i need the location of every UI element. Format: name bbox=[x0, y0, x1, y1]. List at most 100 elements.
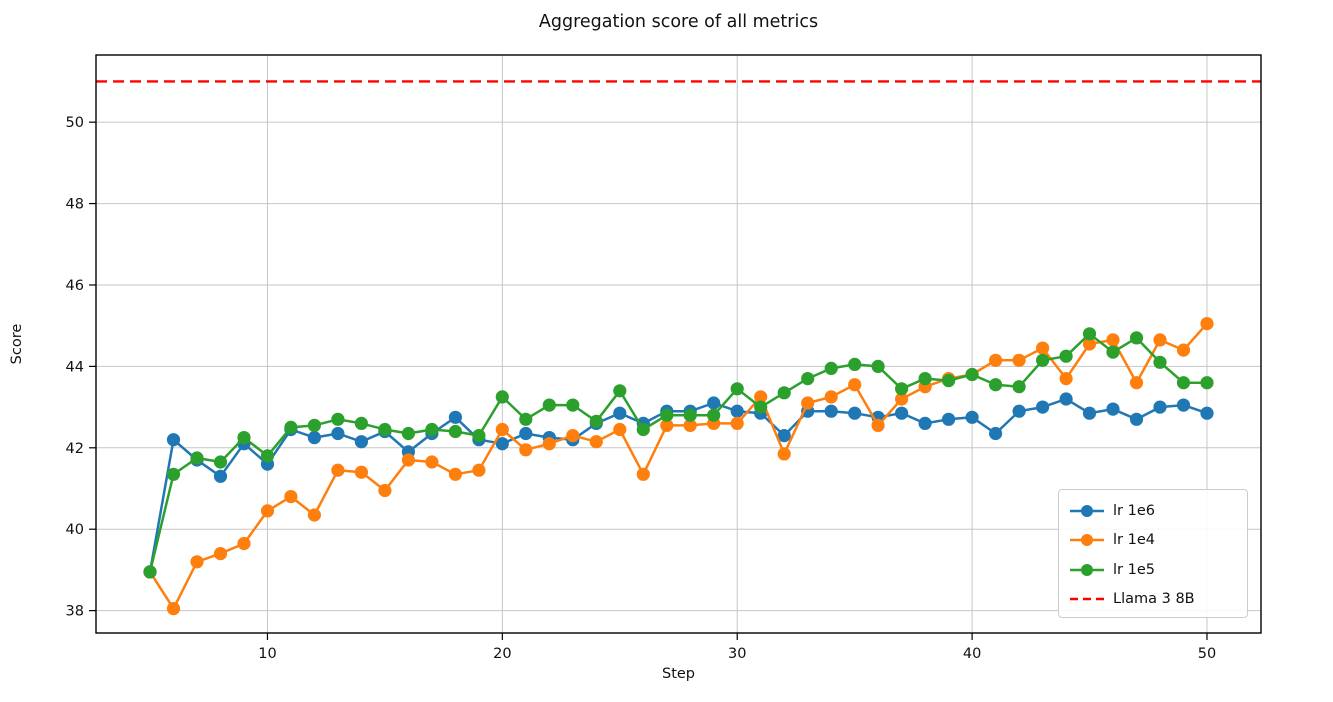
marker-lr-1e5 bbox=[1106, 345, 1120, 359]
marker-lr-1e6 bbox=[1200, 406, 1214, 420]
legend-line-marker-icon bbox=[1070, 534, 1104, 547]
marker-lr-1e6 bbox=[354, 435, 368, 449]
marker-lr-1e5 bbox=[448, 424, 462, 439]
marker-lr-1e5 bbox=[895, 382, 909, 396]
marker-lr-1e5 bbox=[683, 408, 697, 422]
marker-lr-1e5 bbox=[190, 451, 204, 465]
legend-label: lr 1e4 bbox=[1113, 532, 1155, 549]
marker-lr-1e5 bbox=[213, 455, 228, 469]
marker-lr-1e4 bbox=[824, 390, 838, 404]
marker-lr-1e4 bbox=[1012, 353, 1026, 367]
y-tick-label: 46 bbox=[66, 278, 84, 294]
marker-lr-1e4 bbox=[378, 483, 392, 498]
marker-lr-1e6 bbox=[166, 433, 181, 447]
marker-lr-1e5 bbox=[143, 565, 157, 579]
marker-lr-1e4 bbox=[495, 422, 509, 437]
marker-lr-1e5 bbox=[754, 400, 768, 414]
marker-lr-1e5 bbox=[260, 449, 275, 463]
marker-lr-1e4 bbox=[801, 396, 815, 410]
marker-lr-1e4 bbox=[519, 443, 533, 457]
marker-lr-1e6 bbox=[824, 404, 838, 418]
marker-lr-1e5 bbox=[331, 412, 345, 426]
marker-lr-1e6 bbox=[848, 406, 862, 420]
marker-lr-1e6 bbox=[989, 426, 1003, 441]
legend-item-lr-1e4: lr 1e4 bbox=[1069, 526, 1247, 556]
y-tick-label: 40 bbox=[66, 522, 84, 538]
marker-lr-1e6 bbox=[613, 406, 627, 420]
y-tick-label: 50 bbox=[66, 115, 84, 131]
marker-lr-1e4 bbox=[848, 378, 862, 392]
x-tick-label: 50 bbox=[1198, 646, 1216, 662]
marker-lr-1e6 bbox=[213, 469, 228, 483]
marker-lr-1e6 bbox=[895, 406, 909, 420]
marker-lr-1e4 bbox=[190, 555, 204, 569]
marker-lr-1e4 bbox=[1059, 372, 1073, 386]
marker-lr-1e5 bbox=[1036, 353, 1050, 367]
y-tick-label: 48 bbox=[66, 197, 84, 213]
marker-lr-1e6 bbox=[307, 431, 321, 445]
marker-lr-1e5 bbox=[589, 414, 603, 428]
legend-item-lr-1e6: lr 1e6 bbox=[1069, 496, 1247, 526]
legend-item-llama-3-8b: Llama 3 8B bbox=[1069, 585, 1247, 615]
legend: lr 1e6 lr 1e4 lr 1e5 Llama 3 8B bbox=[1058, 489, 1248, 618]
marker-lr-1e4 bbox=[871, 418, 885, 432]
marker-lr-1e4 bbox=[542, 437, 556, 451]
marker-lr-1e6 bbox=[1106, 402, 1120, 416]
legend-dashed-line-icon bbox=[1070, 598, 1104, 601]
x-tick-label: 20 bbox=[493, 646, 511, 662]
marker-lr-1e4 bbox=[284, 490, 298, 504]
marker-lr-1e5 bbox=[871, 359, 885, 373]
marker-lr-1e4 bbox=[425, 455, 439, 469]
chart-title: Aggregation score of all metrics bbox=[538, 12, 819, 32]
marker-lr-1e5 bbox=[495, 390, 509, 404]
marker-lr-1e5 bbox=[824, 361, 838, 375]
marker-lr-1e5 bbox=[660, 408, 674, 422]
line-lr-1e5 bbox=[148, 332, 1207, 573]
legend-label: lr 1e5 bbox=[1113, 561, 1155, 578]
marker-lr-1e5 bbox=[378, 422, 392, 437]
x-tick-label: 30 bbox=[728, 646, 746, 662]
marker-lr-1e5 bbox=[942, 374, 956, 388]
marker-lr-1e4 bbox=[589, 435, 603, 449]
marker-lr-1e6 bbox=[1036, 400, 1050, 414]
marker-lr-1e4 bbox=[1200, 317, 1214, 331]
marker-lr-1e4 bbox=[660, 418, 674, 432]
marker-lr-1e5 bbox=[284, 420, 298, 434]
y-tick-label: 44 bbox=[66, 359, 84, 375]
marker-lr-1e4 bbox=[895, 392, 909, 406]
marker-lr-1e6 bbox=[707, 396, 721, 410]
marker-lr-1e5 bbox=[777, 386, 791, 400]
marker-lr-1e6 bbox=[1082, 406, 1097, 420]
marker-lr-1e4 bbox=[1082, 337, 1097, 351]
marker-lr-1e4 bbox=[777, 447, 791, 461]
x-tick-label: 10 bbox=[258, 646, 276, 662]
marker-lr-1e4 bbox=[1106, 333, 1120, 347]
marker-lr-1e6 bbox=[331, 426, 345, 441]
marker-lr-1e4 bbox=[636, 467, 650, 481]
x-axis-label: Step bbox=[661, 666, 695, 682]
marker-lr-1e5 bbox=[848, 357, 862, 371]
line-lr-1e6 bbox=[148, 397, 1208, 573]
marker-lr-1e5 bbox=[519, 412, 533, 426]
x-tick-label: 40 bbox=[963, 646, 981, 662]
marker-lr-1e6 bbox=[777, 429, 791, 443]
marker-lr-1e4 bbox=[354, 465, 368, 479]
marker-lr-1e6 bbox=[942, 412, 956, 426]
marker-lr-1e4 bbox=[613, 422, 627, 437]
y-tick-label: 42 bbox=[66, 441, 84, 457]
plot-border bbox=[95, 54, 1262, 634]
marker-lr-1e5 bbox=[1176, 376, 1191, 390]
marker-lr-1e4 bbox=[1153, 333, 1167, 347]
marker-lr-1e6 bbox=[1153, 400, 1167, 414]
marker-lr-1e5 bbox=[237, 431, 251, 445]
marker-lr-1e5 bbox=[1129, 331, 1144, 345]
marker-lr-1e6 bbox=[1129, 412, 1144, 426]
marker-lr-1e5 bbox=[1200, 376, 1214, 390]
marker-lr-1e4 bbox=[448, 467, 462, 481]
marker-lr-1e5 bbox=[965, 367, 979, 382]
marker-lr-1e5 bbox=[1012, 380, 1026, 394]
marker-lr-1e4 bbox=[260, 504, 275, 518]
marker-lr-1e6 bbox=[495, 437, 509, 451]
marker-lr-1e4 bbox=[566, 429, 580, 443]
